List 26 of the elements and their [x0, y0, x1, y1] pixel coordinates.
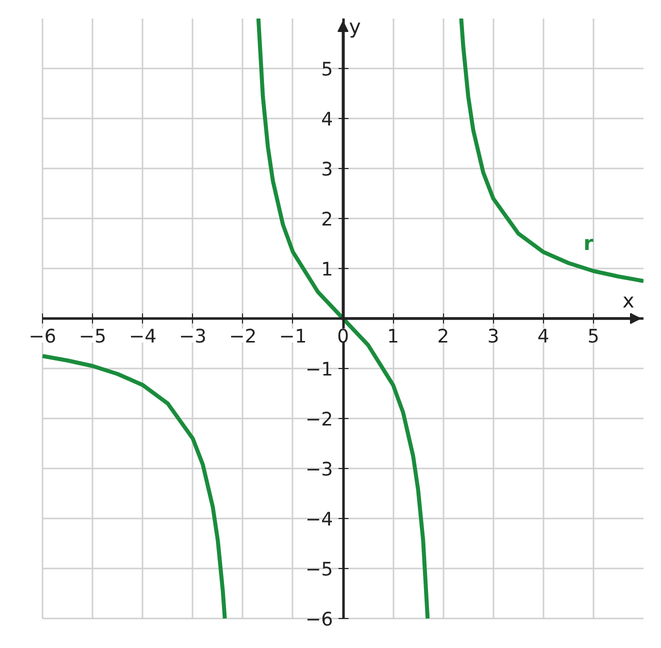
x-tick-label: −3 [179, 326, 207, 348]
x-tick-label: −4 [128, 326, 156, 348]
x-tick-label: 0 [337, 326, 349, 348]
y-tick-label: −3 [306, 460, 334, 480]
y-tick-label: 4 [321, 110, 334, 130]
x-tick-label: 4 [537, 326, 550, 348]
x-tick-label: −1 [279, 326, 307, 348]
x-tick-label: 3 [487, 326, 500, 348]
x-tick-label: 2 [437, 326, 450, 348]
y-tick-label: 3 [321, 160, 334, 180]
x-tick-label: −6 [28, 326, 56, 348]
y-tick-label: −1 [306, 360, 334, 380]
x-tick-label: 1 [387, 326, 400, 348]
x-tick-label: −5 [78, 326, 106, 348]
y-tick-label: −2 [306, 410, 334, 430]
x-axis-title: x [622, 288, 635, 312]
x-tick-label: −2 [229, 326, 257, 348]
y-tick-label: 2 [321, 210, 334, 230]
y-tick-label: 1 [321, 260, 334, 280]
y-tick-label: −4 [306, 510, 334, 530]
x-tick-label: 5 [587, 326, 600, 348]
y-axis-title: y [349, 14, 362, 38]
y-tick-label: −6 [306, 610, 334, 630]
y-tick-label: 5 [321, 60, 334, 80]
series-label: r [583, 231, 594, 255]
y-tick-label: −5 [306, 560, 334, 580]
